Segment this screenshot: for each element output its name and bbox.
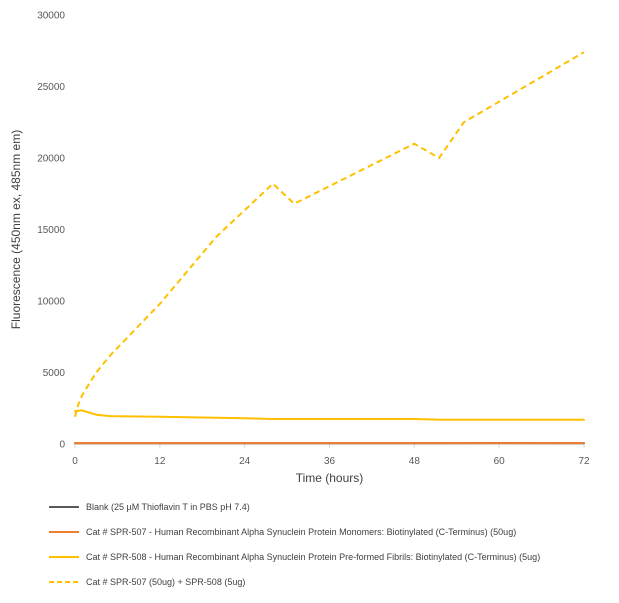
x-tick-label: 0: [72, 456, 78, 467]
y-tick-label: 5000: [43, 368, 66, 379]
y-axis-title: Fluorescence (450nm ex, 485nm em): [9, 130, 23, 329]
y-tick-label: 30000: [37, 11, 65, 22]
x-tick-label: 60: [494, 456, 506, 467]
legend-label-3: Cat # SPR-508 - Human Recombinant Alpha …: [86, 552, 540, 562]
x-tick-label: 12: [154, 456, 166, 467]
x-tick-label: 36: [324, 456, 336, 467]
x-tick-label: 24: [239, 456, 251, 467]
x-tick-label: 48: [409, 456, 421, 467]
y-tick-label: 25000: [37, 82, 65, 93]
legend-label-4: Cat # SPR-507 (50ug) + SPR-508 (5ug): [86, 577, 245, 587]
y-tick-label: 0: [59, 440, 65, 451]
y-tick-labels: 0 5000 10000 15000 20000 25000 30000: [37, 11, 65, 451]
x-tick-labels: 0 12 24 36 48 60 72: [72, 444, 590, 467]
legend: Blank (25 µM Thioflavin T in PBS pH 7.4)…: [49, 502, 540, 587]
legend-label-1: Blank (25 µM Thioflavin T in PBS pH 7.4): [86, 502, 250, 512]
y-tick-label: 15000: [37, 225, 65, 236]
y-tick-label: 10000: [37, 297, 65, 308]
x-axis-title: Time (hours): [296, 471, 364, 485]
series-layer: [74, 51, 585, 445]
y-tick-label: 20000: [37, 154, 65, 165]
legend-label-2: Cat # SPR-507 - Human Recombinant Alpha …: [86, 527, 516, 537]
series-line-3: [74, 409, 585, 421]
x-tick-label: 72: [578, 456, 590, 467]
series-line-4: [74, 51, 585, 418]
